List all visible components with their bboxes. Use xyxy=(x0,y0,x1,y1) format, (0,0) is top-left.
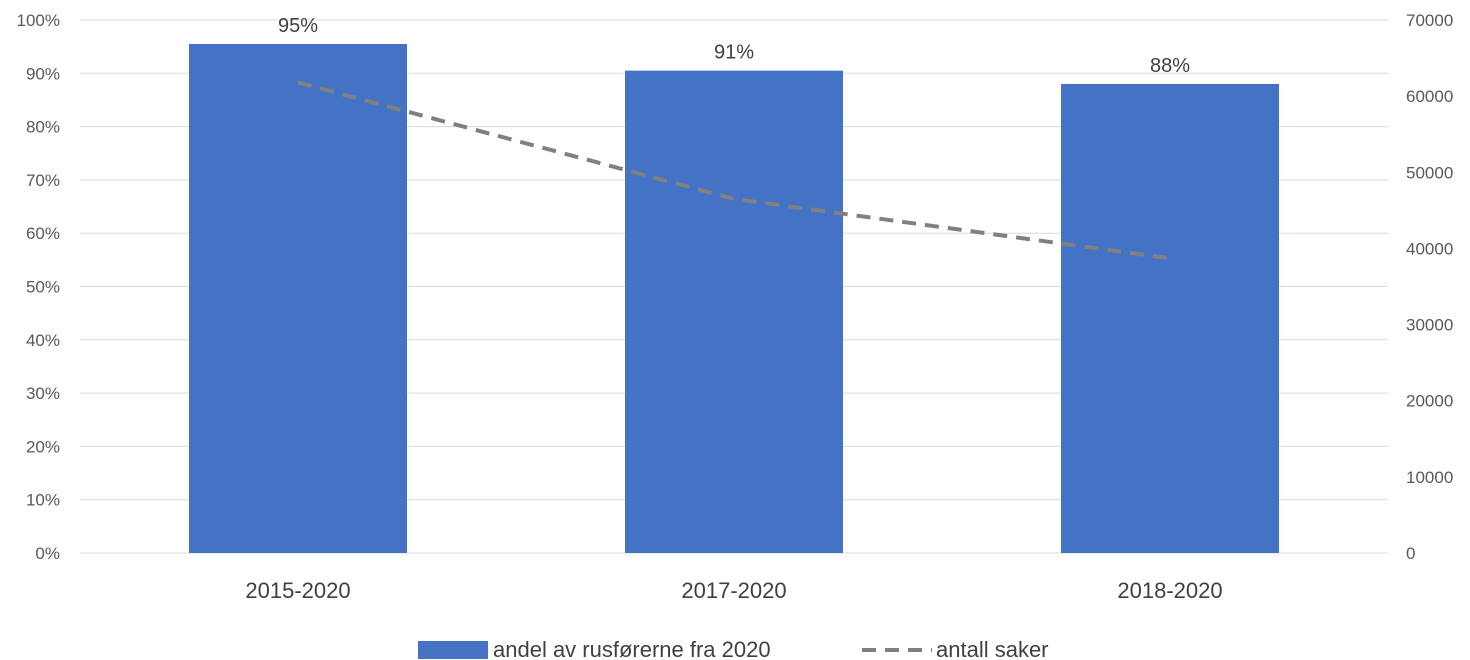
right-tick-label: 30000 xyxy=(1406,316,1453,335)
right-tick-label: 0 xyxy=(1406,544,1415,563)
bar-data-label: 88% xyxy=(1150,55,1190,77)
left-tick-label: 70% xyxy=(26,171,60,190)
legend-bar-label: andel av rusførerne fra 2020 xyxy=(493,637,771,660)
right-tick-label: 40000 xyxy=(1406,239,1453,258)
bar-data-labels: 95% 91% 88% xyxy=(278,15,1190,77)
left-tick-label: 20% xyxy=(26,437,60,456)
legend-bar-swatch xyxy=(418,641,488,659)
bar-series xyxy=(189,43,1279,554)
category-label: 2017-2020 xyxy=(681,578,786,603)
bar xyxy=(189,43,407,554)
left-tick-label: 0% xyxy=(35,544,60,563)
bar-data-label: 95% xyxy=(278,15,318,37)
right-tick-label: 10000 xyxy=(1406,468,1453,487)
line-series xyxy=(297,80,1171,261)
left-tick-label: 60% xyxy=(26,224,60,243)
category-axis-labels: 2015-2020 2017-2020 2018-2020 xyxy=(245,578,1222,603)
right-tick-label: 70000 xyxy=(1406,11,1453,30)
left-tick-label: 50% xyxy=(26,278,60,297)
legend: andel av rusførerne fra 2020 antall saker xyxy=(418,637,1049,660)
right-tick-label: 20000 xyxy=(1406,392,1453,411)
left-tick-label: 30% xyxy=(26,384,60,403)
right-axis-ticks: 0 10000 20000 30000 40000 50000 60000 70000 xyxy=(1406,11,1453,563)
right-tick-label: 50000 xyxy=(1406,163,1453,182)
bar xyxy=(625,70,843,553)
category-label: 2018-2020 xyxy=(1117,578,1222,603)
category-label: 2015-2020 xyxy=(245,578,350,603)
right-tick-label: 60000 xyxy=(1406,87,1453,106)
bar-data-label: 91% xyxy=(714,42,754,64)
antall-saker-line xyxy=(297,80,1171,261)
left-axis-ticks: 0% 10% 20% 30% 40% 50% 60% 70% 80% 90% 100% xyxy=(17,11,60,563)
left-tick-label: 100% xyxy=(17,11,60,30)
bar xyxy=(1061,83,1279,554)
left-tick-label: 90% xyxy=(26,64,60,83)
left-tick-label: 40% xyxy=(26,331,60,350)
legend-line-label: antall saker xyxy=(936,637,1049,660)
left-tick-label: 80% xyxy=(26,118,60,137)
left-tick-label: 10% xyxy=(26,491,60,510)
